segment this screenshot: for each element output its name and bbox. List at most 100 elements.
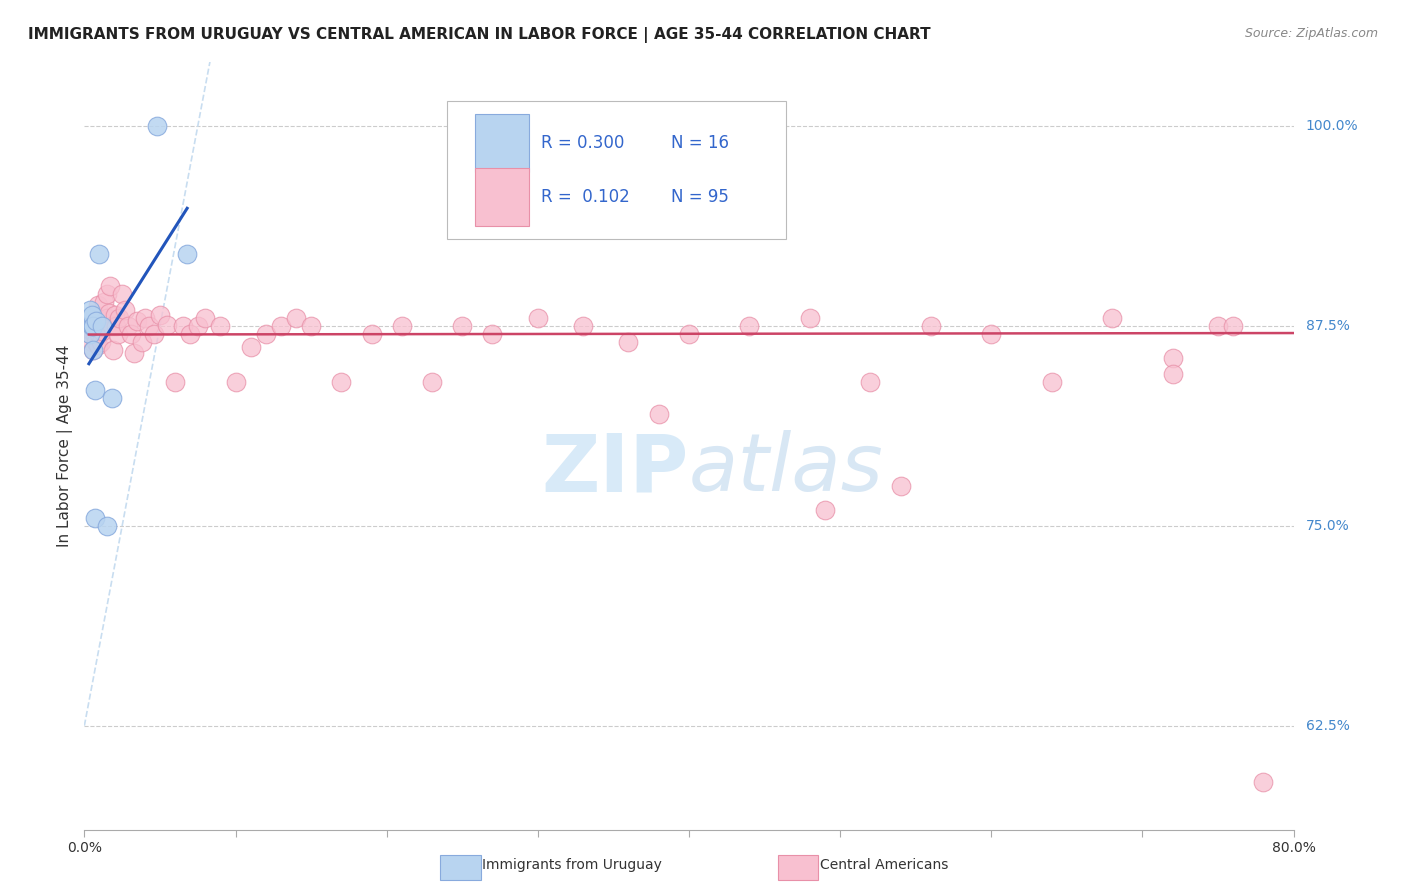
Text: IMMIGRANTS FROM URUGUAY VS CENTRAL AMERICAN IN LABOR FORCE | AGE 35-44 CORRELATI: IMMIGRANTS FROM URUGUAY VS CENTRAL AMERI… bbox=[28, 27, 931, 43]
Point bbox=[84, 319, 107, 334]
Point bbox=[79, 327, 101, 342]
Point bbox=[89, 314, 111, 328]
Point bbox=[299, 319, 322, 334]
Point bbox=[122, 346, 145, 360]
Point bbox=[149, 308, 172, 322]
Point bbox=[79, 303, 101, 318]
Text: 75.0%: 75.0% bbox=[1306, 519, 1350, 533]
Point bbox=[179, 327, 201, 342]
Point bbox=[481, 327, 503, 342]
Point bbox=[648, 407, 671, 421]
Point bbox=[84, 383, 107, 397]
Point bbox=[82, 320, 104, 334]
Text: N = 95: N = 95 bbox=[671, 188, 728, 206]
Point bbox=[87, 298, 110, 312]
Point bbox=[91, 319, 114, 334]
Point bbox=[187, 319, 209, 334]
Point bbox=[239, 340, 262, 354]
Point bbox=[79, 327, 101, 342]
Point bbox=[96, 519, 118, 533]
Point bbox=[527, 311, 550, 326]
Point bbox=[1101, 311, 1123, 326]
Point bbox=[80, 308, 103, 322]
Point bbox=[617, 335, 640, 350]
Point bbox=[77, 319, 100, 334]
Point bbox=[1161, 351, 1184, 365]
Point bbox=[127, 314, 149, 328]
Point bbox=[111, 287, 134, 301]
Point bbox=[146, 120, 169, 134]
Point bbox=[97, 306, 120, 320]
Point bbox=[738, 319, 761, 334]
Point bbox=[890, 479, 912, 493]
Point bbox=[391, 319, 413, 334]
Point bbox=[89, 247, 111, 261]
Point bbox=[142, 327, 165, 342]
Text: ZIP: ZIP bbox=[541, 430, 689, 508]
Point bbox=[176, 247, 198, 261]
Text: atlas: atlas bbox=[689, 430, 884, 508]
Point bbox=[98, 279, 121, 293]
FancyBboxPatch shape bbox=[447, 101, 786, 239]
Point bbox=[799, 311, 821, 326]
Point bbox=[194, 311, 217, 326]
Point bbox=[90, 335, 112, 350]
Text: 100.0%: 100.0% bbox=[1306, 120, 1358, 134]
Y-axis label: In Labor Force | Age 35-44: In Labor Force | Age 35-44 bbox=[58, 345, 73, 547]
Point bbox=[96, 311, 118, 326]
Point bbox=[77, 311, 100, 326]
Point bbox=[859, 375, 882, 389]
Point bbox=[93, 295, 115, 310]
Point bbox=[138, 319, 160, 334]
Point bbox=[156, 318, 179, 332]
Point bbox=[814, 503, 837, 517]
Point bbox=[1253, 774, 1275, 789]
Point bbox=[80, 319, 103, 334]
Point bbox=[1206, 319, 1229, 334]
FancyBboxPatch shape bbox=[475, 114, 529, 171]
Point bbox=[572, 319, 595, 334]
Point bbox=[360, 327, 382, 342]
Point bbox=[86, 314, 108, 328]
Point bbox=[80, 324, 103, 338]
Point bbox=[82, 319, 104, 334]
Point bbox=[89, 327, 111, 342]
Point bbox=[105, 319, 128, 334]
Point bbox=[254, 327, 277, 342]
Point bbox=[77, 314, 100, 328]
Point bbox=[920, 319, 942, 334]
Point bbox=[980, 327, 1002, 342]
Point bbox=[107, 327, 129, 342]
Point bbox=[94, 319, 117, 334]
Point bbox=[101, 343, 124, 358]
Point bbox=[117, 319, 139, 334]
Text: Immigrants from Uruguay: Immigrants from Uruguay bbox=[482, 858, 662, 872]
Point bbox=[84, 327, 107, 342]
Text: Source: ZipAtlas.com: Source: ZipAtlas.com bbox=[1244, 27, 1378, 40]
Point bbox=[82, 343, 104, 358]
Point bbox=[87, 318, 110, 332]
Point bbox=[86, 335, 108, 350]
Point bbox=[451, 319, 474, 334]
Point bbox=[270, 319, 292, 334]
Text: N = 16: N = 16 bbox=[671, 134, 728, 152]
Point bbox=[84, 511, 107, 525]
Point bbox=[172, 319, 194, 334]
Point bbox=[87, 338, 110, 352]
Point bbox=[104, 308, 127, 322]
Point bbox=[86, 308, 108, 322]
Point bbox=[120, 327, 142, 342]
Point bbox=[225, 375, 247, 389]
Point bbox=[285, 311, 308, 326]
Point bbox=[80, 314, 103, 328]
Text: R = 0.300: R = 0.300 bbox=[541, 134, 624, 152]
Point bbox=[79, 318, 101, 332]
Point bbox=[91, 314, 114, 328]
Point bbox=[165, 375, 187, 389]
Point bbox=[114, 303, 136, 318]
Point bbox=[1040, 375, 1063, 389]
Point bbox=[100, 319, 122, 334]
Point bbox=[209, 319, 232, 334]
Point bbox=[330, 375, 353, 389]
Point bbox=[80, 335, 103, 350]
